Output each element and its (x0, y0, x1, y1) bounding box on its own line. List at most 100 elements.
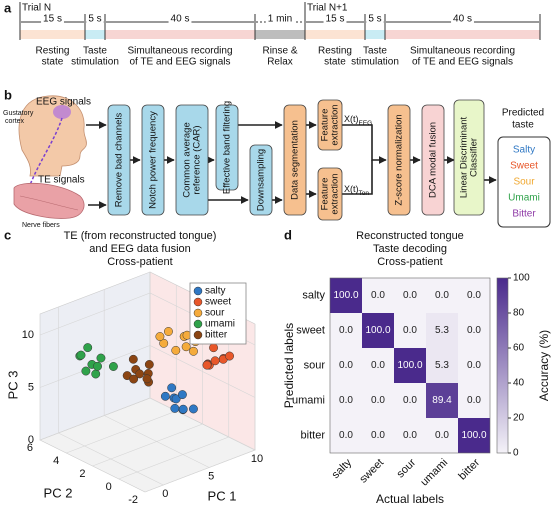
panel-label: c (4, 227, 11, 242)
heatmap-cell (458, 383, 490, 418)
output-box (497, 136, 551, 228)
panel-label: d (284, 227, 292, 242)
duration-label: 5 s (88, 14, 101, 25)
pipeline-step-label: Downsampling (256, 149, 267, 211)
segment-caption: state (42, 57, 64, 68)
chart-title: Reconstructed tongue (356, 230, 464, 242)
duration-bg (265, 14, 295, 24)
x-tick-label: 0 (162, 488, 168, 500)
pipeline-step-label: Common average (182, 122, 193, 198)
pipeline-arrows (86, 121, 497, 209)
feature-variable: X(t)Ton (344, 184, 369, 197)
cell-label: 0.0 (371, 360, 385, 371)
scatter-point (128, 354, 138, 364)
y-tick-label: 0 (106, 481, 112, 493)
trial-label: Trial N (22, 3, 51, 14)
scatter-point (144, 360, 154, 369)
cell-label: 0.0 (339, 360, 353, 371)
scatter-point (76, 350, 86, 360)
duration-label: 15 s (43, 14, 62, 25)
segment-caption: Simultaneous recording (410, 46, 515, 57)
pipeline-step-label: Effective band filtering (222, 101, 233, 194)
scatter-point (93, 361, 102, 371)
pipeline-box (175, 104, 209, 216)
colorbar-tick-label: 100 (513, 273, 530, 284)
chart-title: TE (from reconstructed tongue) (64, 230, 217, 242)
legend-label: bitter (205, 330, 228, 341)
scatter-point (96, 353, 106, 363)
cell-label: 89.4 (432, 395, 452, 406)
duration-bg (86, 14, 104, 24)
duration-bg (168, 14, 192, 24)
scatter-point (171, 345, 181, 355)
cell-label: 100.0 (461, 430, 486, 441)
timeline-segment (255, 30, 305, 39)
scatter-point (181, 342, 191, 352)
heatmap-cell (394, 383, 426, 418)
cell-label: 100.0 (333, 290, 358, 301)
plot-frame (329, 277, 491, 454)
pipeline-box (387, 104, 411, 216)
timeline-segment (105, 30, 255, 39)
heatmap-cell (394, 313, 426, 348)
te-label: TE signals (38, 175, 85, 186)
legend-marker (193, 297, 203, 307)
legend-label: sweet (205, 297, 231, 308)
cell-label: 5.3 (435, 360, 449, 371)
cell-label: 0.0 (371, 395, 385, 406)
pipeline-step-label: Z-score normalization (394, 114, 405, 205)
legend-marker (193, 308, 203, 318)
duration-bg (323, 14, 347, 24)
pipeline-box (421, 104, 445, 216)
taste-label: Sweet (510, 161, 538, 172)
feature-variable-sub: EEG (359, 120, 373, 127)
grid-line (39, 345, 256, 398)
legend-marker (193, 319, 203, 329)
pipeline-step-label: Feature (320, 109, 331, 142)
pipeline-box (317, 99, 343, 151)
duration-label: 15 s (326, 14, 345, 25)
heatmap-cell (426, 383, 458, 418)
pipeline-step-label: DCA modal fusion (428, 122, 439, 198)
x-tick-label: sour (395, 456, 419, 480)
cell-label: 0.0 (339, 395, 353, 406)
duration-label: 1 min (268, 14, 292, 25)
pipeline-step-label: Linear Discriminant (459, 116, 470, 198)
colorbar-tick-label: 80 (513, 308, 525, 319)
pipeline-step-label: Data segmentation (290, 120, 301, 200)
cell-label: 0.0 (403, 395, 417, 406)
segment-caption: stimulation (351, 57, 399, 68)
heatmap-cell (394, 418, 426, 453)
timeline-segment (365, 30, 385, 39)
timeline-segment (85, 30, 105, 39)
heatmap-cell (330, 313, 362, 348)
scatter-point (135, 369, 145, 379)
output-title: Predicted (502, 108, 544, 119)
heatmap-cell (426, 278, 458, 313)
chart-title: Cross-patient (377, 256, 442, 268)
duration-label: 40 s (171, 14, 190, 25)
colorbar (496, 277, 509, 454)
segment-caption: of TE and EEG signals (130, 57, 231, 68)
x-tick-label: 5 (208, 470, 214, 482)
legend-label: sour (205, 308, 225, 319)
y-tick-label: salty (302, 289, 325, 301)
y-tick-label: sweet (296, 324, 325, 336)
pipeline-box (283, 104, 307, 216)
cell-label: 0.0 (403, 430, 417, 441)
panel-label: a (4, 0, 12, 15)
y-tick-label: umami (292, 394, 325, 406)
pipeline-step-label: reference (CAR) (192, 125, 203, 194)
timeline-segment (20, 30, 85, 39)
x-tick-label: salty (330, 456, 355, 481)
cell-label: 5.3 (435, 325, 449, 336)
heatmap-cell (426, 348, 458, 383)
pipeline-step-label: extraction (330, 104, 341, 145)
segment-caption: of TE and EEG signals (412, 57, 513, 68)
heatmap-cell (426, 313, 458, 348)
heatmap-cell (458, 278, 490, 313)
cell-label: 0.0 (339, 325, 353, 336)
legend-label: salty (205, 286, 226, 297)
x-tick-label: umami (418, 457, 450, 489)
